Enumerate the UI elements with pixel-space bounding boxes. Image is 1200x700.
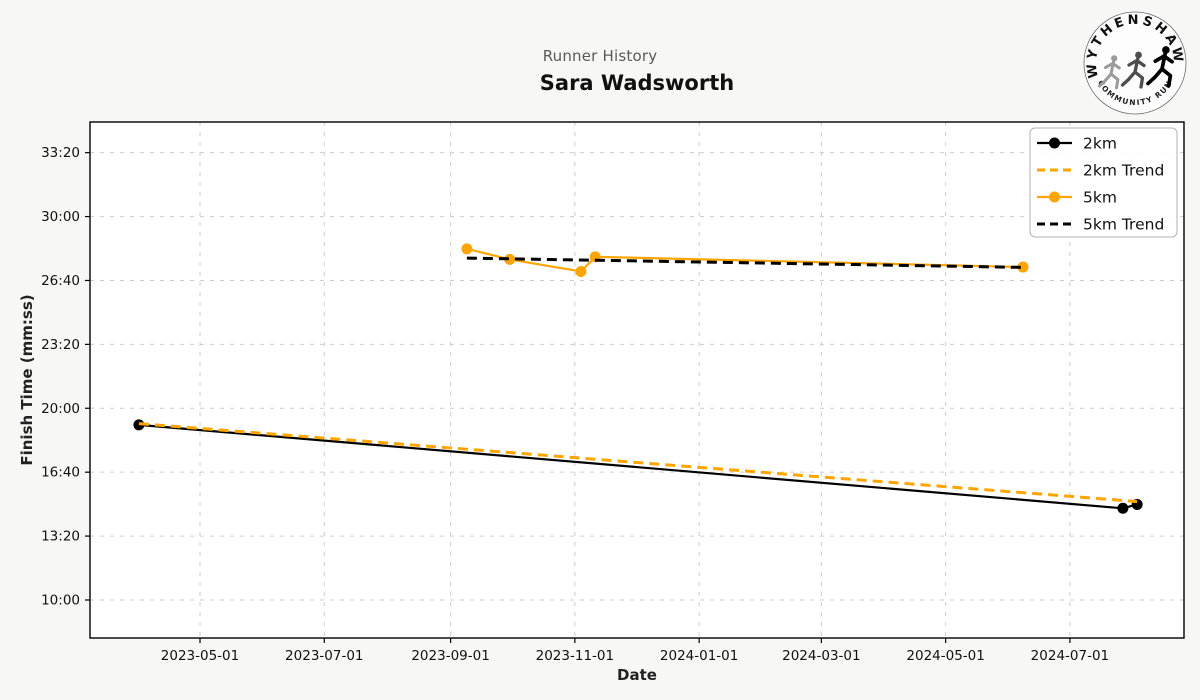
- runner-body: [1120, 56, 1146, 89]
- runner-figure-icon: [1146, 46, 1174, 88]
- legend-box: [1029, 127, 1178, 238]
- legend-entry: 5km Trend: [1037, 216, 1164, 234]
- club-logo: WYTHENSHAWE COMMUNITY RUN: [1078, 8, 1187, 115]
- legend-label: 5km: [1083, 189, 1117, 207]
- y-tick-label: 20:00: [41, 401, 80, 417]
- y-tick-label: 10:00: [41, 592, 80, 608]
- x-tick-label: 2023-11-01: [536, 648, 614, 664]
- x-tick-label: 2024-01-01: [660, 648, 738, 664]
- runner-figure-icon: [1120, 51, 1146, 89]
- runner-name-title: Sara Wadsworth: [539, 71, 735, 95]
- runner-head: [1135, 51, 1142, 59]
- legend-swatch-marker: [1049, 137, 1060, 149]
- y-axis-label: Finish Time (mm:ss): [18, 294, 36, 466]
- runner-head: [1111, 55, 1118, 62]
- x-tick-label: 2023-05-01: [161, 648, 239, 664]
- axes-spines: [89, 121, 1185, 639]
- y-tick-label: 30:00: [41, 209, 80, 225]
- legend-entry: 2km Trend: [1037, 162, 1164, 180]
- x-tick-label: 2024-05-01: [906, 648, 984, 664]
- y-tick-label: 26:40: [41, 273, 80, 289]
- runner-figure-icon: [1097, 55, 1121, 90]
- plot-area: [90, 122, 1184, 638]
- legend-swatch-marker: [1049, 191, 1060, 203]
- chart-subtitle: Runner History: [542, 47, 658, 65]
- legend-label: 5km Trend: [1083, 216, 1164, 234]
- runner-body: [1146, 52, 1174, 88]
- legend-entry: 2km: [1037, 135, 1117, 153]
- y-tick-label: 33:20: [41, 145, 80, 161]
- series-line-5km-trend: [466, 256, 1024, 269]
- y-tick-label: 13:20: [41, 529, 80, 545]
- x-axis-label: Date: [617, 666, 657, 684]
- data-point-5km: [1017, 261, 1029, 273]
- legend-entry: 5km: [1037, 189, 1117, 207]
- series-line-2km-trend: [138, 422, 1138, 504]
- x-tick-label: 2023-07-01: [285, 648, 363, 664]
- legend: 2km 2km Trend 5km 5km Trend: [1029, 127, 1178, 238]
- data-point-2km: [1117, 502, 1129, 514]
- x-tick-label: 2023-09-01: [411, 648, 489, 664]
- x-tick-label: 2024-03-01: [782, 648, 860, 664]
- data-point-5km: [504, 253, 516, 265]
- runner-head: [1162, 46, 1170, 54]
- x-tick-label: 2024-07-01: [1031, 648, 1109, 664]
- runner-body: [1097, 60, 1121, 90]
- data-point-5km: [575, 266, 587, 278]
- y-tick-label: 16:40: [41, 465, 80, 481]
- legend-label: 2km Trend: [1083, 162, 1164, 180]
- runners-icon: [1097, 46, 1174, 90]
- legend-label: 2km: [1083, 135, 1117, 153]
- data-point-5km: [461, 243, 473, 255]
- y-tick-label: 23:20: [41, 337, 80, 353]
